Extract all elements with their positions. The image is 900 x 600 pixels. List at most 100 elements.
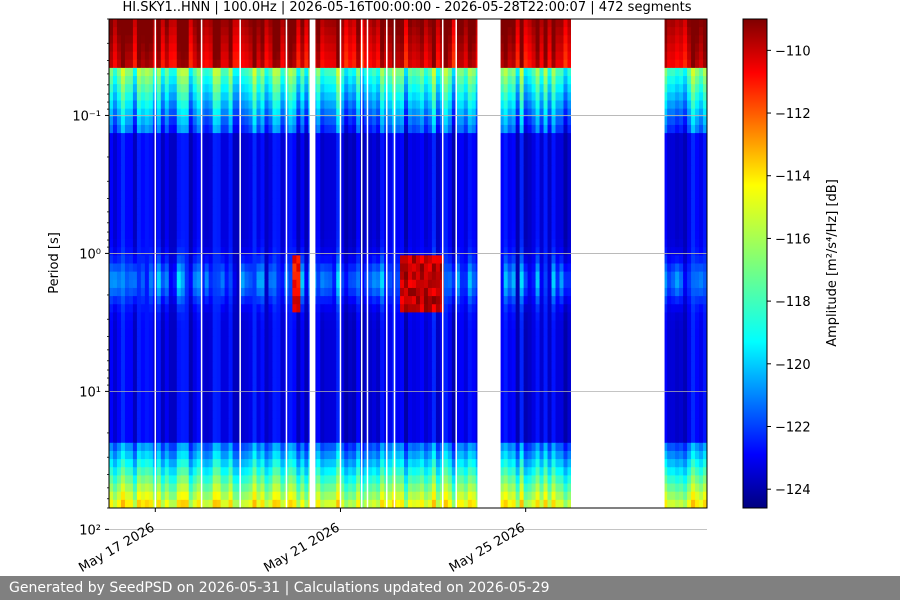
- heatmap-cell: [220, 35, 226, 45]
- heatmap-cell: [264, 157, 270, 167]
- heatmap-cell: [687, 124, 692, 134]
- heatmap-cell: [687, 239, 692, 248]
- heatmap-cell: [264, 35, 270, 45]
- heatmap-cell: [699, 230, 704, 240]
- heatmap-cell: [679, 198, 684, 208]
- heatmap-cell: [244, 67, 250, 77]
- heatmap-cell: [539, 133, 545, 142]
- heatmap-cell: [523, 214, 529, 224]
- heatmap-cell: [683, 76, 688, 85]
- heatmap-cell: [703, 59, 707, 69]
- heatmap-cell: [260, 116, 266, 126]
- heatmap-cell: [109, 239, 114, 248]
- heatmap-cell: [451, 43, 457, 53]
- heatmap-cell: [188, 157, 194, 167]
- heatmap-cell: [567, 108, 573, 118]
- heatmap-cell: [288, 173, 293, 183]
- heatmap-cell: [404, 124, 409, 134]
- heatmap-cell: [292, 141, 297, 150]
- heatmap-cell: [340, 279, 345, 289]
- heatmap-cell: [148, 279, 154, 289]
- heatmap-cell: [352, 59, 357, 69]
- heatmap-cell: [288, 255, 293, 265]
- heatmap-cell: [109, 133, 114, 142]
- heatmap-cell: [228, 279, 234, 289]
- heatmap-cell: [148, 92, 154, 102]
- heatmap-cell: [240, 263, 246, 273]
- heatmap-cell: [551, 141, 557, 150]
- heatmap-cell: [451, 239, 457, 248]
- heatmap-cell: [431, 263, 437, 273]
- heatmap-cell: [547, 198, 553, 208]
- heatmap-cell: [503, 198, 509, 208]
- heatmap-cell: [232, 149, 238, 159]
- heatmap-cell: [344, 271, 349, 281]
- heatmap-cell: [667, 100, 672, 110]
- heatmap-cell: [120, 230, 126, 240]
- heatmap-cell: [188, 141, 194, 150]
- heatmap-cell: [455, 100, 461, 110]
- heatmap-cell: [415, 222, 421, 232]
- heatmap-cell: [376, 59, 381, 69]
- heatmap-cell: [116, 76, 122, 85]
- heatmap-cell: [352, 100, 357, 110]
- heatmap-cell: [224, 116, 230, 126]
- heatmap-cell: [703, 133, 707, 142]
- heatmap-cell: [136, 157, 142, 167]
- heatmap-cell: [232, 247, 238, 256]
- heatmap-cell: [252, 222, 258, 232]
- heatmap-cell: [455, 198, 461, 208]
- heatmap-cell: [563, 108, 569, 118]
- heatmap-cell: [256, 255, 262, 265]
- heatmap-cell: [507, 67, 513, 77]
- heatmap-cell: [304, 279, 309, 289]
- heatmap-cell: [164, 271, 170, 281]
- heatmap-cell: [396, 51, 401, 61]
- heatmap-cell: [535, 116, 541, 126]
- heatmap-cell: [228, 100, 234, 110]
- heatmap-cell: [471, 116, 477, 126]
- heatmap-cell: [228, 27, 234, 36]
- heatmap-cell: [523, 239, 529, 248]
- heatmap-cell: [340, 190, 345, 199]
- heatmap-cell: [699, 92, 704, 102]
- heatmap-cell: [523, 100, 529, 110]
- heatmap-cell: [372, 271, 377, 281]
- heatmap-cell: [332, 100, 337, 110]
- heatmap-cell: [356, 27, 361, 36]
- heatmap-cell: [124, 206, 130, 216]
- heatmap-cell: [352, 214, 357, 224]
- heatmap-cell: [252, 67, 258, 77]
- heatmap-cell: [675, 84, 680, 93]
- heatmap-cell: [144, 214, 150, 224]
- heatmap-cell: [683, 100, 688, 110]
- heatmap-cell: [360, 255, 365, 265]
- heatmap-cell: [559, 255, 565, 265]
- heatmap-cell: [507, 182, 513, 191]
- heatmap-cell: [280, 165, 286, 175]
- heatmap-cell: [280, 100, 286, 110]
- heatmap-cell: [523, 255, 529, 265]
- heatmap-cell: [396, 133, 401, 142]
- heatmap-cell: [467, 255, 473, 265]
- heatmap-cell: [467, 230, 473, 240]
- heatmap-cell: [232, 43, 238, 53]
- heatmap-cell: [543, 182, 549, 191]
- heatmap-cell: [252, 287, 258, 297]
- heatmap-cell: [467, 239, 473, 248]
- heatmap-cell: [164, 214, 170, 224]
- heatmap-cell: [112, 116, 118, 126]
- heatmap-cell: [148, 19, 154, 28]
- heatmap-cell: [511, 271, 517, 281]
- heatmap-cell: [427, 255, 433, 265]
- heatmap-cell: [160, 287, 166, 297]
- heatmap-cell: [344, 263, 349, 273]
- heatmap-cell: [176, 157, 182, 167]
- heatmap-cell: [372, 76, 377, 85]
- heatmap-cell: [408, 206, 413, 216]
- heatmap-cell: [443, 263, 449, 273]
- heatmap-cell: [356, 198, 361, 208]
- heatmap-cell: [368, 149, 373, 159]
- heatmap-cell: [471, 43, 477, 53]
- heatmap-cell: [376, 198, 381, 208]
